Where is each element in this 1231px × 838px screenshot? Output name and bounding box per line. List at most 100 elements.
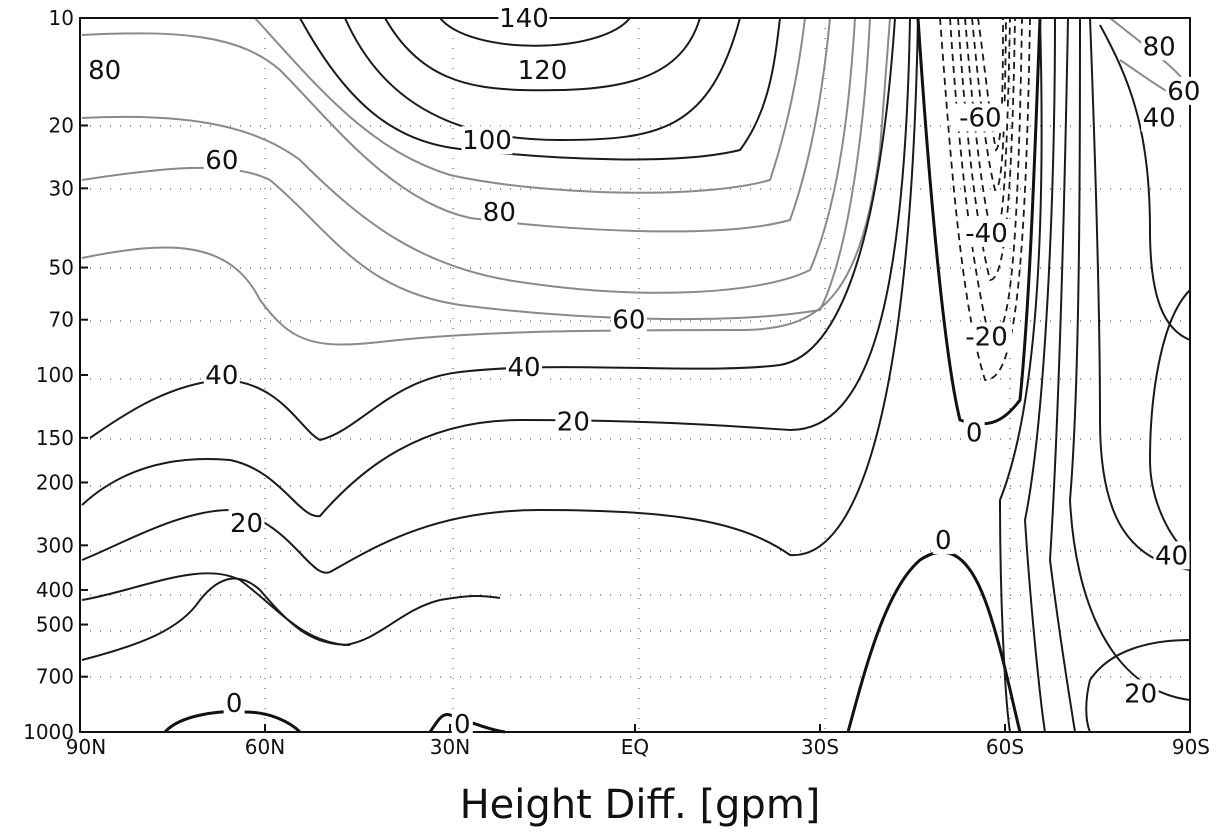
y-tick-label: 50 [49, 256, 74, 280]
contour-label: 20 [1124, 679, 1157, 709]
contour-label-bg [1122, 679, 1159, 708]
contour-label: 40 [1143, 104, 1176, 134]
contour-label-bg [1153, 541, 1190, 570]
contour-label-bg [481, 198, 518, 227]
contour-0-mid [428, 712, 506, 734]
y-tick-label: 300 [36, 533, 74, 557]
y-axis: 10 20 30 50 70 100 150 200 300 400 500 700 1000 [23, 6, 88, 744]
contour-label-bg [228, 509, 265, 538]
contour-120 [384, 17, 701, 92]
contour-label-bg [203, 146, 240, 175]
contour-label-bg [203, 361, 240, 389]
contour-label-bg [932, 526, 954, 555]
contour-label: 40 [1155, 541, 1188, 571]
contour-label: 40 [205, 361, 238, 391]
contour-label-bg [461, 126, 513, 155]
y-tick-label: 400 [36, 578, 74, 602]
contour-100 [299, 17, 781, 161]
x-tick-label: 90S [1172, 735, 1210, 759]
contour-140 [439, 17, 631, 47]
contour-neg-30 [957, 17, 1016, 281]
contour-20 [81, 17, 911, 518]
contour-label-bg [223, 689, 245, 718]
contour-label: 60 [205, 146, 238, 176]
contour-neg-60 [977, 17, 1004, 152]
contour-80 [81, 17, 831, 233]
contour-label-bg [1165, 76, 1202, 105]
contour-label: 0 [935, 526, 952, 556]
x-tick-label: EQ [621, 735, 649, 759]
x-tick-label: 30N [430, 735, 470, 759]
contour-neg-10 [939, 17, 1031, 381]
x-tick-label: 90N [66, 735, 106, 759]
contour-label: 20 [230, 509, 263, 539]
contour-50 [81, 17, 891, 346]
contour-s-4 [1068, 17, 1191, 701]
contour-label: 0 [966, 419, 983, 449]
contour-lines [81, 17, 1191, 734]
x-tick-label: 60N [245, 735, 285, 759]
contour-110 [344, 17, 741, 142]
contour-0-left [163, 710, 302, 734]
y-tick-label: 200 [36, 470, 74, 494]
contour-label: 120 [518, 56, 568, 86]
contour-0-upper [916, 17, 1042, 426]
contour-label: 140 [499, 4, 549, 34]
y-tick-label: 1000 [23, 720, 74, 744]
contour-label-bg [1141, 32, 1178, 61]
contour-label: 60 [1167, 77, 1200, 107]
y-tick-label: 30 [49, 176, 74, 200]
contour-neg-50 [971, 17, 1007, 191]
x-axis: 90N 60N 30N EQ 30S 60S 90S [66, 724, 1210, 759]
contour-label: 20 [557, 408, 590, 438]
contour-label-bg [610, 305, 647, 334]
contour-s-3 [1048, 17, 1076, 733]
x-tick-label: 30S [801, 735, 839, 759]
contour-label: -20 [965, 322, 1007, 352]
contour-s-5 [1089, 17, 1191, 571]
contour-label: 80 [1143, 32, 1176, 62]
contour-label: 0 [226, 689, 243, 719]
contour-label-bg [555, 407, 592, 436]
contour-s-6 [1099, 24, 1191, 341]
contour-label-bg [506, 353, 542, 382]
contour-label-bg [498, 4, 550, 32]
contour-label-bg [963, 418, 985, 447]
contour-s-9 [1148, 289, 1191, 556]
y-tick-label: 20 [49, 113, 74, 137]
contour-label-bg [954, 103, 1006, 132]
y-tick-label: 70 [49, 308, 74, 332]
contour-s-10 [1085, 639, 1191, 733]
y-tick-label: 500 [36, 613, 74, 637]
y-tick-label: 150 [36, 426, 74, 450]
contour-0-lower [846, 550, 1022, 733]
y-tick-label: 700 [36, 665, 74, 689]
contour-90 [254, 17, 806, 194]
contour-10 [81, 17, 919, 574]
contour-label-bg [86, 56, 123, 85]
contour-label-bg [1141, 103, 1178, 132]
contour-label: 80 [483, 198, 516, 228]
contour-label: -40 [965, 219, 1007, 249]
chart-title: Height Diff. [gpm] [460, 782, 821, 828]
contour-s-1 [998, 17, 1043, 733]
y-tick-label: 10 [49, 6, 74, 30]
contour-label-bg [961, 322, 1012, 351]
x-tick-label: 60S [986, 735, 1024, 759]
contour-5 [81, 572, 501, 647]
contour-label-bg [961, 218, 1012, 247]
contour-label: -60 [959, 104, 1001, 134]
contour-label-bg [517, 56, 568, 85]
contour-label: 40 [507, 353, 540, 383]
contour-5b [81, 577, 351, 661]
contour-label: 60 [612, 306, 645, 336]
contour-label: 0 [454, 710, 471, 740]
contour-label: 80 [88, 56, 121, 86]
contour-s-2 [1023, 17, 1056, 733]
y-tick-label: 100 [36, 363, 74, 387]
contour-label: 100 [462, 126, 512, 156]
contour-label-bg [451, 710, 473, 739]
contour-70 [81, 17, 856, 294]
